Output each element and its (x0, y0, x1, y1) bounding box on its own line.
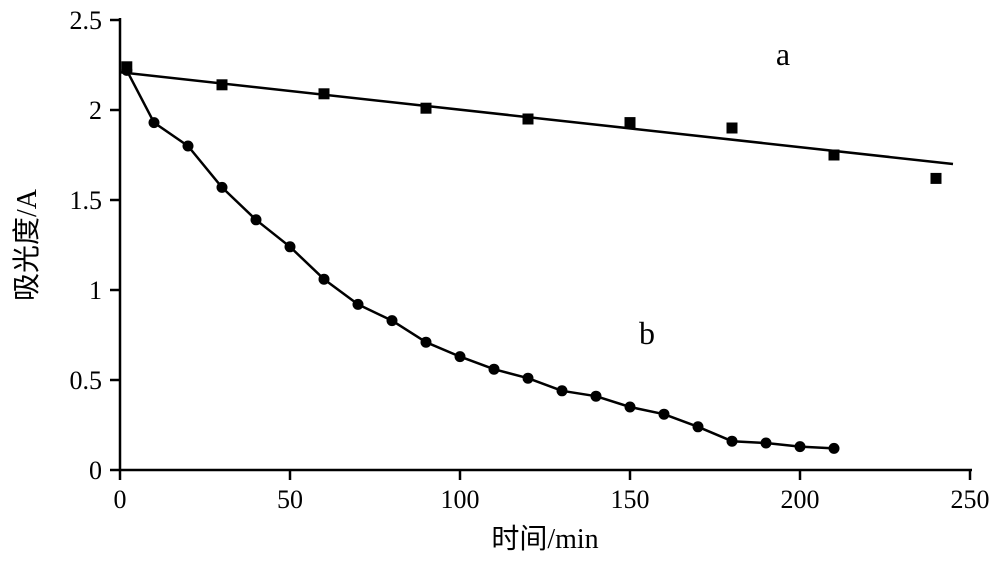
y-tick-label: 2 (89, 96, 102, 125)
series-b-marker (217, 182, 228, 193)
series-b-marker (523, 373, 534, 384)
series-a-marker (217, 79, 228, 90)
series-a-marker (421, 103, 432, 114)
x-tick-label: 50 (277, 485, 303, 514)
chart-container: 0 50 100 150 200 250 0 0.5 1 1.5 2 2.5 时间/min 吸光度/A a b (0, 0, 1000, 562)
y-tick-label: 0.5 (70, 366, 103, 395)
series-b-marker (387, 315, 398, 326)
series-b-marker (557, 385, 568, 396)
series-a-marker (727, 123, 738, 134)
absorbance-vs-time-chart: 0 50 100 150 200 250 0 0.5 1 1.5 2 2.5 时间/min 吸光度/A a b (0, 0, 1000, 562)
y-tick-label: 0 (89, 456, 102, 485)
y-axis-label: 吸光度/A (11, 188, 43, 301)
series-a-marker (523, 114, 534, 125)
y-tick-label: 1.5 (70, 186, 103, 215)
series-a-marker (625, 117, 636, 128)
series-b-marker (149, 117, 160, 128)
y-tick-label: 2.5 (70, 6, 103, 35)
series-a-label: a (776, 36, 790, 72)
x-tick-label: 100 (441, 485, 480, 514)
series-b-marker (285, 241, 296, 252)
series-b-marker (761, 438, 772, 449)
chart-background (0, 0, 1000, 562)
series-b-marker (353, 299, 364, 310)
series-b-marker (727, 436, 738, 447)
series-b-marker (591, 391, 602, 402)
y-tick-label: 1 (89, 276, 102, 305)
series-a-marker (829, 150, 840, 161)
x-tick-label: 250 (951, 485, 990, 514)
series-b-marker (455, 351, 466, 362)
series-b-marker (421, 337, 432, 348)
series-b-marker (251, 214, 262, 225)
series-b-marker (625, 402, 636, 413)
x-tick-label: 150 (611, 485, 650, 514)
series-b-marker (659, 409, 670, 420)
series-b-marker (121, 65, 132, 76)
series-b-marker (693, 421, 704, 432)
series-a-marker (931, 173, 942, 184)
series-b-label: b (639, 315, 655, 351)
series-b-marker (183, 141, 194, 152)
x-tick-label: 200 (781, 485, 820, 514)
series-b-marker (489, 364, 500, 375)
series-b-marker (795, 441, 806, 452)
x-axis-label: 时间/min (491, 523, 598, 555)
series-b-marker (829, 443, 840, 454)
series-b-marker (319, 274, 330, 285)
series-a-marker (319, 88, 330, 99)
x-tick-label: 0 (114, 485, 127, 514)
